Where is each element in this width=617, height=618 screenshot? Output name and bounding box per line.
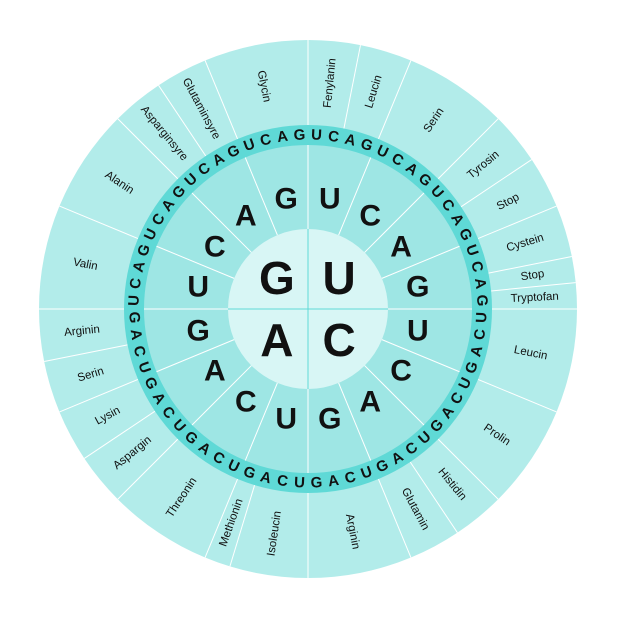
- amino-acid-label: Tryptofan: [510, 291, 559, 305]
- amino-acid-divider: [117, 118, 179, 180]
- amino-acid-divider: [409, 461, 458, 533]
- second-base-letter: G: [186, 314, 209, 347]
- second-base-divider: [364, 192, 425, 253]
- amino-acid-divider: [437, 438, 499, 500]
- second-base-letter: G: [406, 271, 429, 304]
- amino-acid-label: Fenylanin: [322, 58, 339, 109]
- amino-acid-label: Valin: [72, 256, 99, 273]
- third-base-letter: C: [276, 472, 289, 490]
- third-base-letter: A: [471, 277, 489, 290]
- second-base-letter: A: [235, 199, 257, 232]
- third-base-letter: G: [293, 126, 305, 144]
- first-base-letter: G: [259, 252, 295, 304]
- third-base-letter: U: [359, 463, 375, 483]
- amino-acid-divider: [437, 118, 499, 180]
- second-base-letter: C: [390, 355, 412, 388]
- amino-acid-divider: [59, 378, 139, 413]
- third-base-letter: G: [125, 311, 143, 323]
- second-base-letter: C: [359, 199, 381, 232]
- second-base-divider: [244, 382, 278, 461]
- third-base-letter: A: [327, 472, 340, 490]
- second-base-letter: C: [235, 386, 257, 419]
- third-base-letter: G: [462, 359, 482, 376]
- amino-acid-divider: [84, 410, 156, 459]
- amino-acid-divider: [158, 85, 207, 157]
- third-base-letter: G: [310, 474, 322, 492]
- amino-acid-divider: [44, 344, 128, 362]
- amino-acid-divider: [477, 205, 557, 240]
- amino-acid-divider: [204, 60, 239, 140]
- second-base-letter: U: [187, 271, 209, 304]
- third-base-letter: A: [130, 259, 149, 274]
- amino-acid-divider: [491, 282, 576, 292]
- second-base-letter: U: [407, 314, 429, 347]
- second-base-letter: A: [390, 230, 412, 263]
- third-base-letter: U: [294, 474, 306, 492]
- third-base-letter: A: [467, 344, 486, 359]
- third-base-letter: G: [134, 242, 154, 259]
- second-base-letter: A: [359, 386, 381, 419]
- second-base-letter: U: [319, 183, 341, 216]
- second-base-letter: A: [204, 355, 226, 388]
- third-base-letter: G: [241, 463, 258, 483]
- amino-acid-divider: [59, 205, 139, 240]
- third-base-letter: A: [258, 468, 273, 487]
- first-base-letter: U: [322, 252, 355, 304]
- first-base-letter: A: [260, 314, 293, 366]
- third-base-letter: U: [134, 360, 154, 376]
- third-base-letter: A: [127, 328, 145, 341]
- third-base-letter: C: [343, 468, 358, 487]
- amino-acid-divider: [343, 45, 361, 129]
- amino-acid-divider: [377, 60, 412, 140]
- third-base-letter: G: [473, 294, 491, 306]
- amino-acid-divider: [460, 159, 532, 208]
- third-base-letter: C: [258, 131, 273, 150]
- amino-acid-divider: [117, 438, 179, 500]
- second-base-letter: C: [204, 230, 226, 263]
- amino-acid-divider: [377, 478, 412, 558]
- third-base-letter: U: [125, 295, 143, 307]
- second-base-divider: [381, 339, 460, 373]
- second-base-divider: [364, 365, 425, 426]
- third-base-letter: C: [127, 277, 145, 290]
- second-base-divider: [191, 192, 252, 253]
- second-base-divider: [244, 157, 278, 236]
- third-base-letter: U: [473, 312, 491, 324]
- second-base-divider: [156, 339, 235, 373]
- third-base-letter: U: [462, 242, 482, 258]
- third-base-letter: U: [311, 126, 323, 144]
- amino-acid-divider: [488, 256, 572, 274]
- second-base-divider: [156, 245, 235, 279]
- amino-acid-divider: [477, 378, 557, 413]
- third-base-letter: C: [130, 344, 149, 359]
- amino-acid-label: Stop: [520, 268, 545, 283]
- third-base-letter: C: [327, 128, 340, 146]
- second-base-divider: [338, 157, 372, 236]
- second-base-divider: [191, 365, 252, 426]
- third-base-letter: A: [343, 131, 358, 150]
- second-base-letter: G: [274, 183, 297, 216]
- second-base-letter: U: [275, 402, 297, 435]
- first-base-letter: C: [322, 314, 355, 366]
- second-base-divider: [381, 245, 460, 279]
- third-base-letter: C: [467, 259, 486, 274]
- third-base-letter: C: [471, 328, 489, 341]
- third-base-letter: A: [276, 128, 289, 146]
- amino-acid-divider: [204, 478, 239, 558]
- amino-acid-divider: [229, 484, 256, 567]
- third-base-letter: G: [358, 135, 375, 155]
- third-base-letter: U: [241, 135, 257, 155]
- second-base-letter: G: [318, 402, 341, 435]
- second-base-divider: [338, 382, 372, 461]
- amino-acid-label: Arginin: [64, 324, 101, 339]
